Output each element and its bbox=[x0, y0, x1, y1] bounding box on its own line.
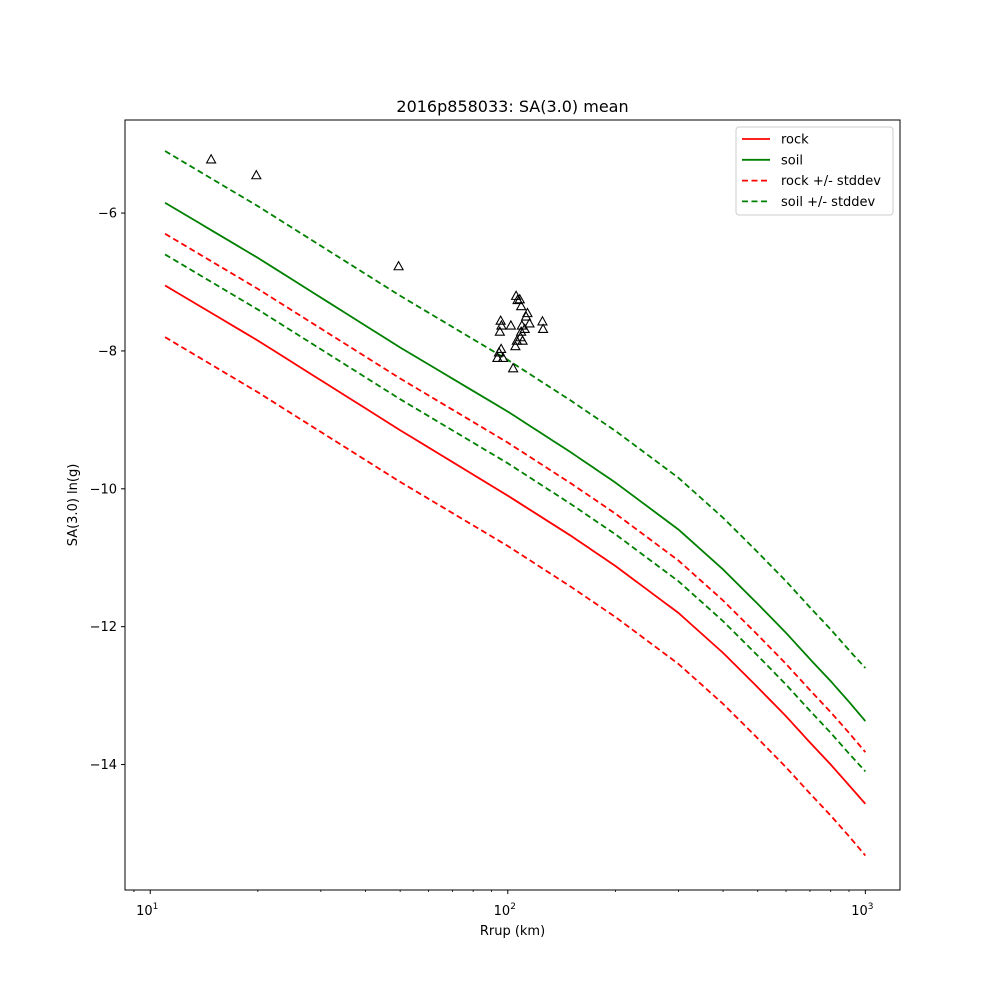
legend-box bbox=[735, 126, 894, 216]
legend-label: soil bbox=[781, 153, 803, 168]
y-axis: −14 −12 −10 −8 −6 bbox=[90, 207, 125, 773]
legend: rock soil rock +/- stddev soil +/- stddev bbox=[735, 126, 894, 216]
observation-marker bbox=[537, 323, 549, 334]
legend-label: soil +/- stddev bbox=[781, 195, 876, 210]
series-line-rock-0 bbox=[164, 284, 867, 805]
chart-title: 2016p858033: SA(3.0) mean bbox=[396, 97, 628, 116]
legend-label: rock bbox=[781, 133, 809, 148]
observation-marker bbox=[514, 293, 526, 304]
observation-marker bbox=[491, 352, 503, 362]
y-tick-label: −6 bbox=[98, 207, 117, 222]
observation-marker bbox=[517, 334, 529, 345]
observation-marker bbox=[515, 300, 527, 311]
observation-marker bbox=[505, 319, 517, 330]
observation-marker bbox=[497, 352, 509, 362]
observation-marker bbox=[524, 317, 535, 328]
observation-marker bbox=[522, 307, 533, 318]
series-line-soil-stddev-4 bbox=[164, 150, 867, 669]
y-tick-label: −10 bbox=[90, 482, 117, 497]
y-tick-label: −8 bbox=[98, 344, 117, 359]
observation-marker bbox=[205, 153, 217, 164]
observation-marker bbox=[495, 314, 507, 325]
y-axis-label: SA(3.0) ln(g) bbox=[66, 464, 81, 547]
legend-label: rock +/- stddev bbox=[781, 174, 881, 189]
y-tick-label: −14 bbox=[90, 758, 117, 773]
observation-marker bbox=[519, 323, 531, 334]
series-line-rock-stddev-2 bbox=[164, 232, 867, 753]
observation-marker bbox=[515, 325, 527, 336]
observation-marker bbox=[509, 340, 521, 351]
y-tick-label: −12 bbox=[90, 620, 117, 635]
observation-marker bbox=[510, 290, 522, 300]
observation-marker bbox=[494, 325, 506, 336]
x-axis-label: Rrup (km) bbox=[480, 924, 545, 939]
observation-marker bbox=[512, 294, 524, 305]
observation-marker bbox=[507, 362, 519, 373]
series-line-soil-1 bbox=[164, 201, 867, 722]
observation-marker bbox=[250, 169, 262, 180]
observation-marker bbox=[393, 260, 405, 271]
series-line-soil-stddev-5 bbox=[164, 253, 867, 773]
series-line-rock-stddev-3 bbox=[164, 336, 867, 857]
plot-area bbox=[164, 150, 867, 857]
plot-frame bbox=[124, 119, 901, 891]
